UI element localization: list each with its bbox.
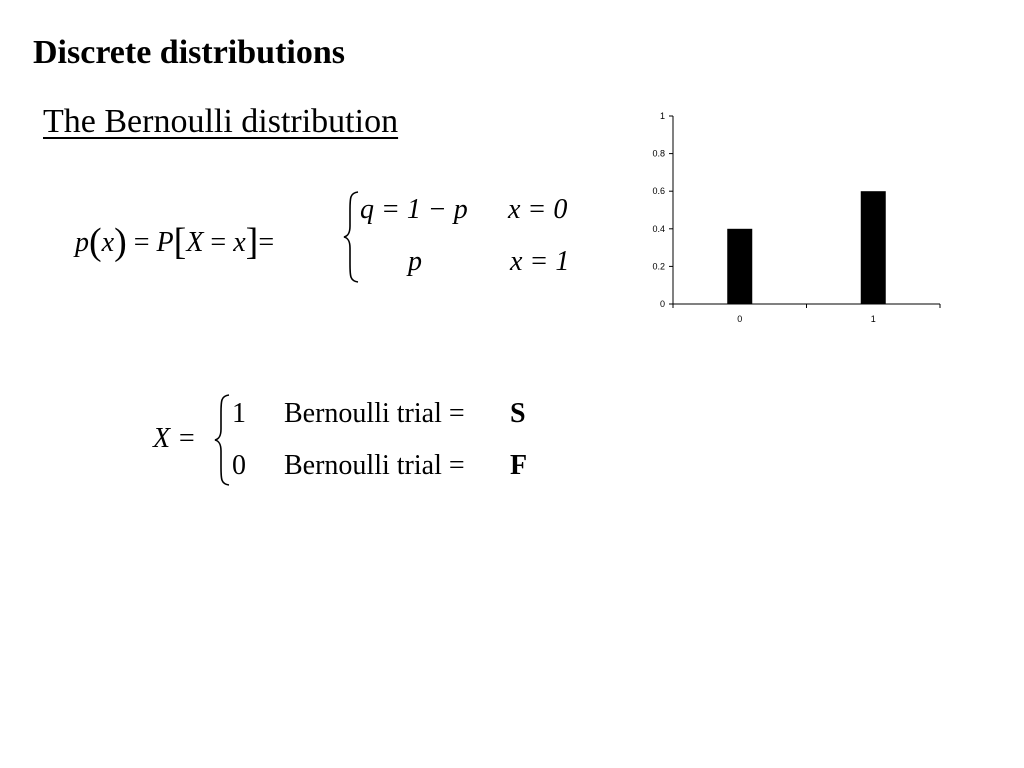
pmf-close-bracket: ] <box>245 221 259 263</box>
pmf-equals-1: = <box>133 227 150 258</box>
bar <box>860 191 886 304</box>
pmf-case-value-0: q = 1 − p <box>360 194 468 225</box>
pmf-x: x <box>101 227 115 258</box>
pmf-case-condition-1: x = 1 <box>510 246 570 277</box>
indicator-case-outcome-0: S <box>510 398 526 429</box>
y-tick-label: 1 <box>660 111 665 121</box>
pmf-equals-2: = <box>210 227 227 258</box>
slide-title: Discrete distributions <box>33 34 345 71</box>
pmf-X: X <box>186 227 204 258</box>
indicator-brace-icon <box>213 393 233 487</box>
pmf-brace-icon <box>342 190 362 284</box>
y-tick-label: 0.2 <box>652 261 665 271</box>
y-tick-label: 0.6 <box>652 186 665 196</box>
y-tick-label: 0 <box>660 299 665 309</box>
bernoulli-bar-chart: 0 0.2 0.4 0.6 0.8 1 0 1 <box>652 111 941 324</box>
pmf-p: p <box>75 227 89 258</box>
slide-subtitle: The Bernoulli distribution <box>43 103 399 140</box>
indicator-case-value-1: 0 <box>232 450 246 481</box>
pmf-formula: p(x) = P[X = x]= <box>75 223 274 261</box>
x-tick-label: 1 <box>871 314 876 324</box>
pmf-case-value-1: p <box>408 246 422 277</box>
pmf-P: P <box>156 227 174 258</box>
pmf-open-paren: ( <box>89 221 102 263</box>
indicator-lhs: X = <box>153 423 196 454</box>
pmf-x2: x <box>233 227 246 258</box>
pmf-open-bracket: [ <box>173 221 187 263</box>
pmf-equals-3: = <box>258 227 275 258</box>
indicator-case-outcome-1: F <box>510 450 528 481</box>
pmf-close-paren: ) <box>114 221 127 263</box>
indicator-case-value-0: 1 <box>232 398 246 429</box>
bar <box>727 228 753 304</box>
indicator-case-text-1: Bernoulli trial = <box>284 450 465 481</box>
y-tick-label: 0.8 <box>652 149 665 159</box>
indicator-case-text-0: Bernoulli trial = <box>284 398 465 429</box>
pmf-case-condition-0: x = 0 <box>508 194 568 225</box>
x-tick-label: 0 <box>737 314 742 324</box>
y-tick-label: 0.4 <box>652 224 665 234</box>
